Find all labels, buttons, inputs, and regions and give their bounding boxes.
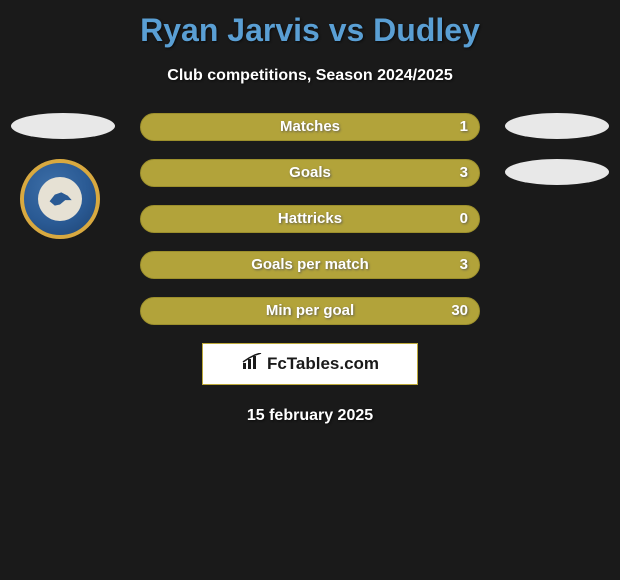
stat-label: Min per goal [140,297,480,325]
club-badge-left [20,159,100,239]
bar-chart-icon [241,353,263,376]
stat-row: Hattricks 0 [140,205,480,235]
stat-value: 3 [460,159,468,187]
subtitle: Club competitions, Season 2024/2025 [0,67,620,85]
footer-date: 15 february 2025 [0,407,620,425]
club-badge-inner [38,177,82,221]
stat-value: 1 [460,113,468,141]
stat-value: 30 [451,297,468,325]
stat-label: Hattricks [140,205,480,233]
stat-value: 0 [460,205,468,233]
stat-label: Goals [140,159,480,187]
page-title: Ryan Jarvis vs Dudley [0,0,620,49]
stat-bars: Matches 1 Goals 3 Hattricks 0 Goals per … [140,113,480,327]
stat-label: Goals per match [140,251,480,279]
chart-area: Matches 1 Goals 3 Hattricks 0 Goals per … [0,113,620,425]
comparison-card: Ryan Jarvis vs Dudley Club competitions,… [0,0,620,425]
stat-row: Matches 1 [140,113,480,143]
bird-icon [47,188,73,210]
stat-row: Goals 3 [140,159,480,189]
player-avatar-placeholder [505,113,609,139]
right-player-column [502,113,612,205]
brand-text: FcTables.com [267,354,379,374]
player-avatar-placeholder [11,113,115,139]
stat-label: Matches [140,113,480,141]
brand-logo[interactable]: FcTables.com [202,343,418,385]
left-player-column [8,113,118,239]
stat-row: Goals per match 3 [140,251,480,281]
stat-value: 3 [460,251,468,279]
club-badge-placeholder [505,159,609,185]
stat-row: Min per goal 30 [140,297,480,327]
